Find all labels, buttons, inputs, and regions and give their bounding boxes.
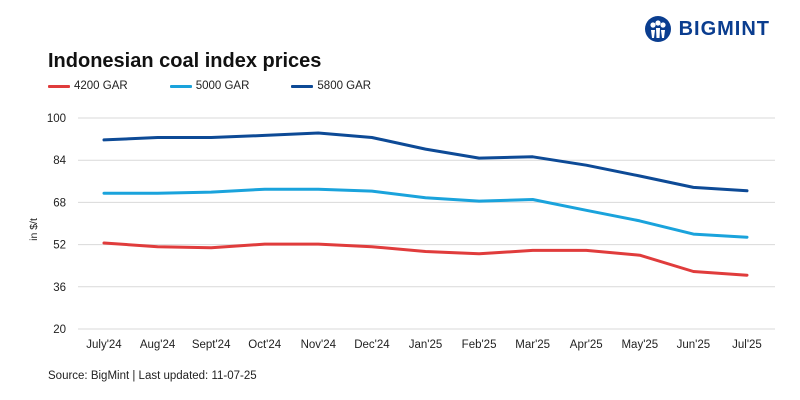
x-tick-label: Jul'25 [732, 339, 762, 351]
series-line-4200-gar [102, 241, 749, 277]
legend-swatch-4200 [48, 84, 70, 88]
x-tick-label: Apr'25 [570, 339, 603, 351]
chart-legend: 4200 GAR 5000 GAR 5800 GAR [48, 80, 371, 92]
x-tick-label: Jan'25 [409, 339, 443, 351]
x-tick-label: Feb'25 [462, 339, 497, 351]
x-tick-label: Aug'24 [140, 339, 176, 351]
y-tick-label: 36 [53, 282, 66, 294]
x-tick-label: July'24 [86, 339, 122, 351]
y-tick-label: 68 [53, 197, 66, 209]
source-note: Source: BigMint | Last updated: 11-07-25 [48, 370, 257, 382]
chart-title: Indonesian coal index prices [48, 50, 322, 72]
y-tick-label: 20 [53, 324, 66, 336]
y-axis-title: in $/t [28, 218, 40, 241]
x-tick-label: Mar'25 [515, 339, 550, 351]
legend-item-4200: 4200 GAR [48, 80, 128, 92]
bigmint-logo-icon [644, 16, 671, 42]
legend-label-4200: 4200 GAR [74, 80, 128, 92]
legend-item-5000: 5000 GAR [169, 80, 250, 92]
x-tick-label: Dec'24 [354, 339, 390, 351]
legend-label-5000: 5000 GAR [195, 80, 250, 92]
series-line-5800-gar [102, 131, 749, 193]
x-tick-label: Jun'25 [677, 339, 711, 351]
y-tick-label: 100 [47, 113, 66, 125]
brand-name: BIGMINT [678, 17, 770, 40]
series-line-5000-gar [102, 187, 749, 239]
x-tick-label: May'25 [621, 339, 658, 351]
legend-swatch-5800 [291, 84, 314, 88]
y-tick-label: 84 [53, 155, 66, 167]
legend-swatch-5000 [169, 84, 192, 88]
legend-item-5800: 5800 GAR [291, 80, 371, 92]
x-tick-label: Nov'24 [301, 339, 337, 351]
brand-logo: BIGMINT [643, 14, 770, 44]
y-tick-label: 52 [53, 240, 66, 252]
x-tick-label: Oct'24 [248, 339, 281, 351]
legend-label-5800: 5800 GAR [317, 80, 372, 92]
x-tick-label: Sept'24 [192, 339, 231, 351]
